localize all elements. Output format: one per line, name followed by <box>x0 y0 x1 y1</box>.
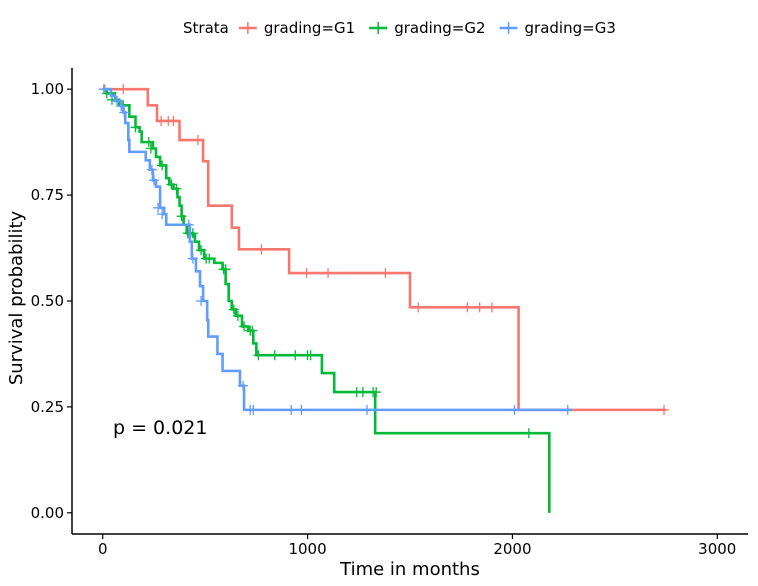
y-tick-label: 0.00 <box>31 504 64 522</box>
x-axis-title: Time in months <box>339 559 480 580</box>
x-tick-label: 1000 <box>288 540 326 558</box>
series-grading-g3 <box>99 84 573 415</box>
legend-label: grading=G2 <box>394 19 485 37</box>
censor-mark <box>475 302 485 312</box>
censor-mark <box>256 244 266 254</box>
censor-mark <box>524 428 534 438</box>
legend-entry: grading=G3 <box>500 19 616 37</box>
censor-mark <box>462 302 472 312</box>
censor-mark <box>168 116 178 126</box>
axes: 0 1000 2000 3000 0.00 0.25 0.50 0.75 1.00 <box>31 68 748 558</box>
censor-mark <box>302 268 312 278</box>
legend: Strata grading=G1 grading=G2 grading=G3 <box>183 19 616 37</box>
y-tick-label: 1.00 <box>31 80 64 98</box>
y-tick-label: 0.25 <box>31 398 64 416</box>
censor-mark <box>487 302 497 312</box>
series-grading-g2 <box>102 88 549 512</box>
censor-mark <box>270 350 280 360</box>
censor-mark <box>296 405 306 415</box>
censor-mark <box>146 143 156 153</box>
x-tick-label: 0 <box>98 540 108 558</box>
x-tick-label: 2000 <box>493 540 531 558</box>
y-tick-label: 0.50 <box>31 292 64 310</box>
survival-step-line <box>103 89 572 410</box>
legend-entry: grading=G1 <box>239 19 355 37</box>
y-tick-label: 0.75 <box>31 186 64 204</box>
censor-mark <box>290 350 300 360</box>
censor-mark <box>380 268 390 278</box>
legend-entry: grading=G2 <box>369 19 485 37</box>
censor-mark <box>118 84 128 94</box>
censor-mark <box>358 387 368 397</box>
censor-mark <box>177 211 187 221</box>
censor-mark <box>323 268 333 278</box>
censor-mark <box>362 405 372 415</box>
censor-mark <box>253 350 263 360</box>
censor-mark <box>413 302 423 312</box>
x-tick-label: 3000 <box>698 540 736 558</box>
censor-mark <box>196 296 206 306</box>
legend-label: grading=G1 <box>264 19 355 37</box>
legend-label: grading=G3 <box>525 19 616 37</box>
y-axis-title: Survival probability <box>6 210 27 385</box>
censor-mark <box>286 405 296 415</box>
censor-mark <box>147 165 157 175</box>
censor-mark <box>149 175 159 185</box>
survival-step-line <box>103 89 666 410</box>
censor-mark <box>563 405 573 415</box>
series-grading-g1 <box>100 84 669 415</box>
series-layer <box>99 84 669 513</box>
p-value-annotation: p = 0.021 <box>113 417 207 439</box>
censor-mark <box>659 405 669 415</box>
survival-step-line <box>103 89 550 513</box>
legend-title: Strata <box>183 19 229 37</box>
censor-mark <box>193 135 203 145</box>
